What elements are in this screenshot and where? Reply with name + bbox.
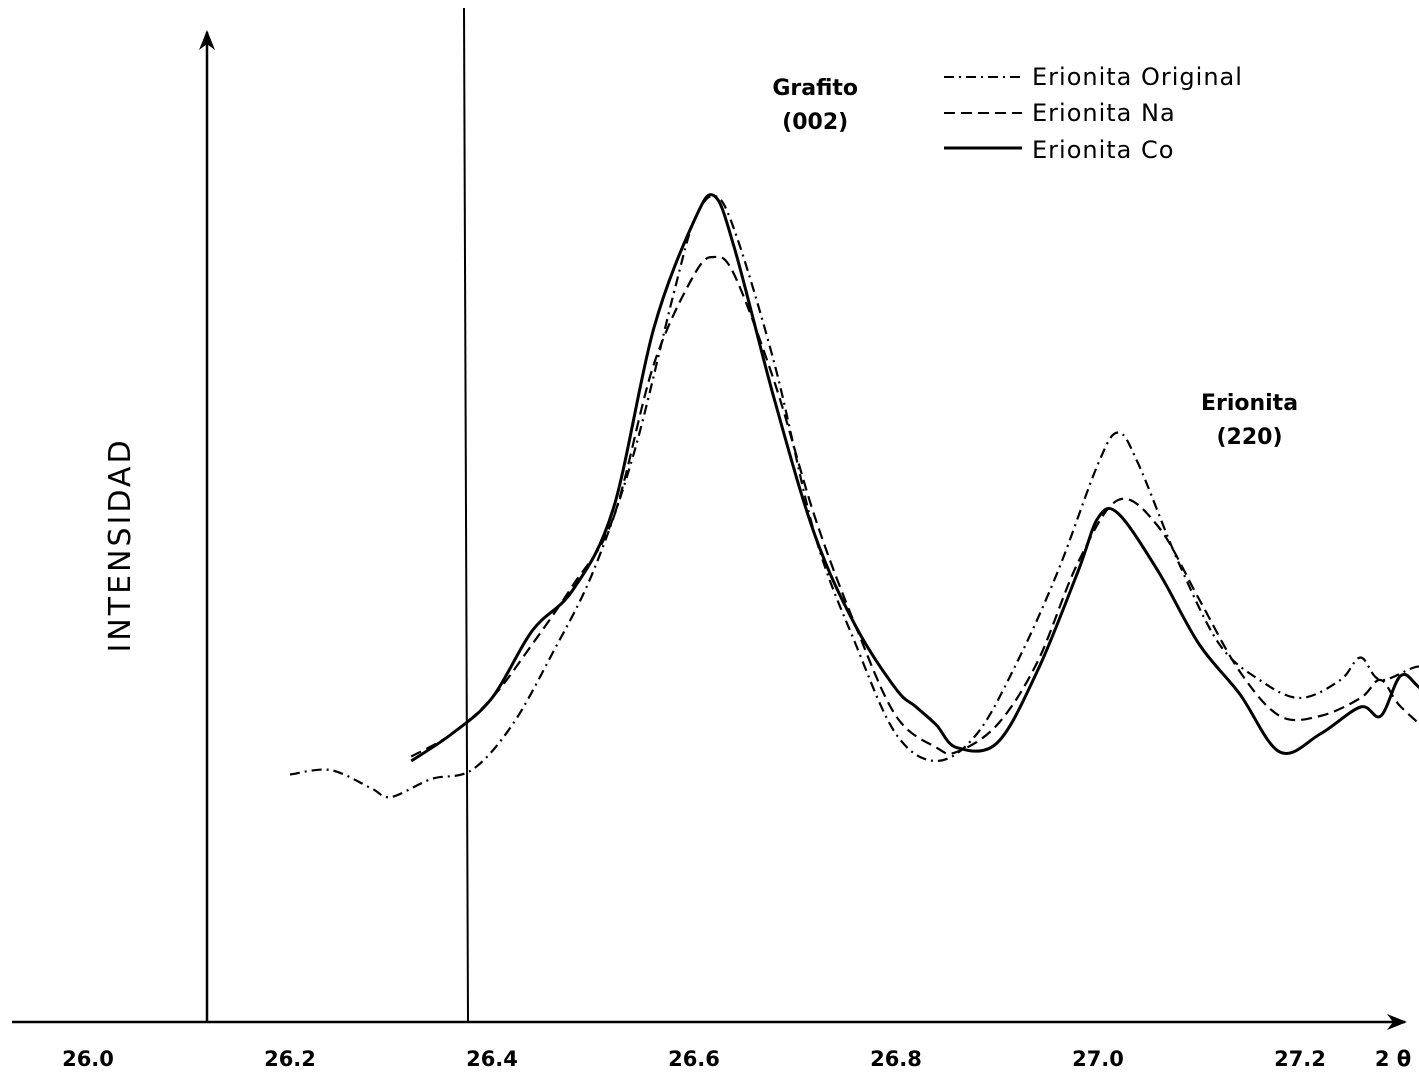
y-axis-label: INTENSIDAD — [103, 437, 138, 652]
legend-label-original: Erionita Original — [1032, 63, 1243, 91]
legend-label-co: Erionita Co — [1032, 136, 1174, 164]
x-axis-label: 2 θ — [1375, 1047, 1411, 1071]
annotation-erionita-220: Erionita — [1201, 391, 1298, 416]
x-tick-label: 26.6 — [668, 1047, 720, 1071]
annotations: Grafito(002)Erionita(220)(204) — [772, 76, 1298, 450]
series-line-erionita-na — [410, 255, 1419, 758]
series-line-erionita-original — [289, 194, 1419, 799]
x-tick-label: 27.2 — [1274, 1047, 1326, 1071]
x-tick-label: 27.0 — [1072, 1047, 1124, 1071]
annotation-erionita-220: (220) — [1216, 425, 1282, 450]
reference-line — [463, 7, 469, 1023]
x-tick-label: 26.8 — [870, 1047, 922, 1071]
annotation-grafito: Grafito — [772, 76, 858, 101]
x-tick-labels: 26.026.226.426.626.827.027.227.427.627.8… — [62, 1047, 1326, 1071]
legend-label-na: Erionita Na — [1032, 99, 1176, 127]
annotation-grafito: (002) — [782, 110, 848, 135]
x-tick-label: 26.0 — [62, 1047, 114, 1071]
legend: Erionita Original Erionita Na Erionita C… — [944, 63, 1243, 164]
series-group — [289, 193, 1419, 799]
x-tick-label: 26.2 — [264, 1047, 316, 1071]
x-tick-label: 26.4 — [466, 1047, 518, 1071]
series-line-erionita-co — [410, 193, 1419, 763]
